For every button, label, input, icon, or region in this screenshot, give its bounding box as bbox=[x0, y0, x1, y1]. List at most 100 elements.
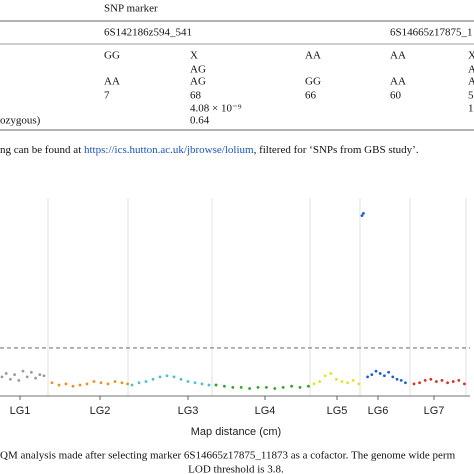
point bbox=[165, 374, 169, 378]
point bbox=[239, 385, 243, 389]
table-cell: 60 bbox=[390, 90, 402, 102]
point bbox=[418, 381, 421, 385]
table-cell: X bbox=[190, 50, 198, 62]
point bbox=[4, 372, 8, 375]
point bbox=[193, 381, 197, 385]
point bbox=[399, 379, 403, 382]
table-cell: AG bbox=[190, 76, 206, 88]
footnote-text: ng can be found at bbox=[0, 144, 84, 156]
table-cell: X bbox=[468, 50, 474, 62]
table-cell: GG bbox=[104, 50, 120, 62]
point bbox=[78, 383, 82, 387]
caption: QM analysis made after selecting marker … bbox=[0, 450, 456, 462]
marker-name: 6S14665z17875_1 bbox=[390, 27, 473, 39]
x-tick-label: LG3 bbox=[178, 405, 199, 417]
point bbox=[85, 382, 89, 386]
footnote-link[interactable]: https://ics.hutton.ac.uk/jbrowse/lolium bbox=[84, 144, 254, 156]
point bbox=[318, 380, 321, 383]
point bbox=[92, 380, 96, 383]
table-cell: A bbox=[468, 76, 474, 88]
point bbox=[312, 382, 316, 386]
table-cell: AA bbox=[390, 50, 406, 62]
table-cell: 5 bbox=[468, 90, 474, 102]
point bbox=[144, 380, 148, 383]
point bbox=[435, 380, 438, 383]
table-cell: 0.64 bbox=[190, 115, 210, 127]
point bbox=[273, 387, 277, 390]
table-cell: 1 bbox=[468, 103, 474, 115]
point bbox=[223, 384, 226, 388]
point bbox=[200, 382, 204, 386]
point bbox=[64, 382, 68, 386]
point bbox=[357, 382, 361, 386]
footnote: ng can be found at https://ics.hutton.ac… bbox=[0, 144, 419, 156]
x-axis-title: Map distance (cm) bbox=[191, 426, 281, 438]
point bbox=[21, 369, 25, 373]
point bbox=[120, 381, 124, 385]
point bbox=[374, 369, 378, 373]
point bbox=[158, 375, 162, 379]
point bbox=[340, 380, 344, 383]
point bbox=[391, 375, 395, 379]
footnote-text: , filtered for ‘SNPs from GBS study’. bbox=[254, 144, 419, 156]
point bbox=[329, 372, 333, 375]
point bbox=[412, 382, 416, 386]
point bbox=[404, 381, 407, 385]
point bbox=[30, 370, 33, 374]
point bbox=[378, 372, 382, 375]
point bbox=[298, 385, 302, 389]
point bbox=[71, 384, 75, 388]
point bbox=[248, 387, 252, 390]
plot-area: LG1 LG2 LG3 LG4 LG5 LG6 LG7 bbox=[0, 211, 470, 417]
point bbox=[38, 373, 42, 376]
point bbox=[335, 377, 338, 381]
table-cell: A bbox=[468, 64, 474, 76]
point bbox=[429, 377, 433, 381]
point bbox=[126, 382, 129, 386]
table-cell: 7 bbox=[104, 90, 110, 102]
point bbox=[113, 380, 117, 383]
point bbox=[383, 374, 386, 378]
table-cell: AA bbox=[104, 76, 120, 88]
x-tick-label: LG2 bbox=[90, 405, 111, 417]
point bbox=[351, 379, 355, 382]
table-cell: AA bbox=[305, 50, 321, 62]
point bbox=[446, 381, 449, 385]
point bbox=[0, 375, 4, 379]
point bbox=[360, 214, 364, 218]
point bbox=[42, 374, 46, 378]
point bbox=[151, 377, 155, 381]
point bbox=[265, 385, 268, 389]
point bbox=[290, 384, 293, 388]
point bbox=[463, 382, 466, 386]
point bbox=[346, 381, 349, 385]
point bbox=[231, 385, 235, 389]
caption: LOD threshold is 3.8. bbox=[188, 464, 284, 474]
table-cell: GG bbox=[305, 76, 321, 88]
point bbox=[137, 381, 141, 385]
point bbox=[366, 375, 369, 379]
point bbox=[395, 377, 399, 381]
point bbox=[457, 379, 461, 382]
x-tick-label: LG6 bbox=[368, 405, 389, 417]
point bbox=[307, 384, 310, 388]
point bbox=[451, 380, 455, 383]
table-header: SNP marker bbox=[104, 3, 158, 15]
point bbox=[362, 211, 365, 215]
point bbox=[323, 374, 327, 378]
x-tick-label: LG4 bbox=[255, 405, 276, 417]
table-cell: AG bbox=[190, 64, 206, 76]
point bbox=[370, 373, 374, 376]
point bbox=[25, 375, 29, 379]
point bbox=[9, 377, 12, 381]
point bbox=[172, 375, 176, 379]
point bbox=[214, 383, 218, 387]
marker-name: 6S142186z594_541 bbox=[104, 27, 192, 39]
table-cell: ozygous) bbox=[0, 115, 41, 127]
table-cell: 4.08 × 10⁻⁹ bbox=[190, 103, 242, 115]
point bbox=[179, 377, 183, 381]
point bbox=[256, 385, 260, 389]
point bbox=[106, 382, 110, 386]
